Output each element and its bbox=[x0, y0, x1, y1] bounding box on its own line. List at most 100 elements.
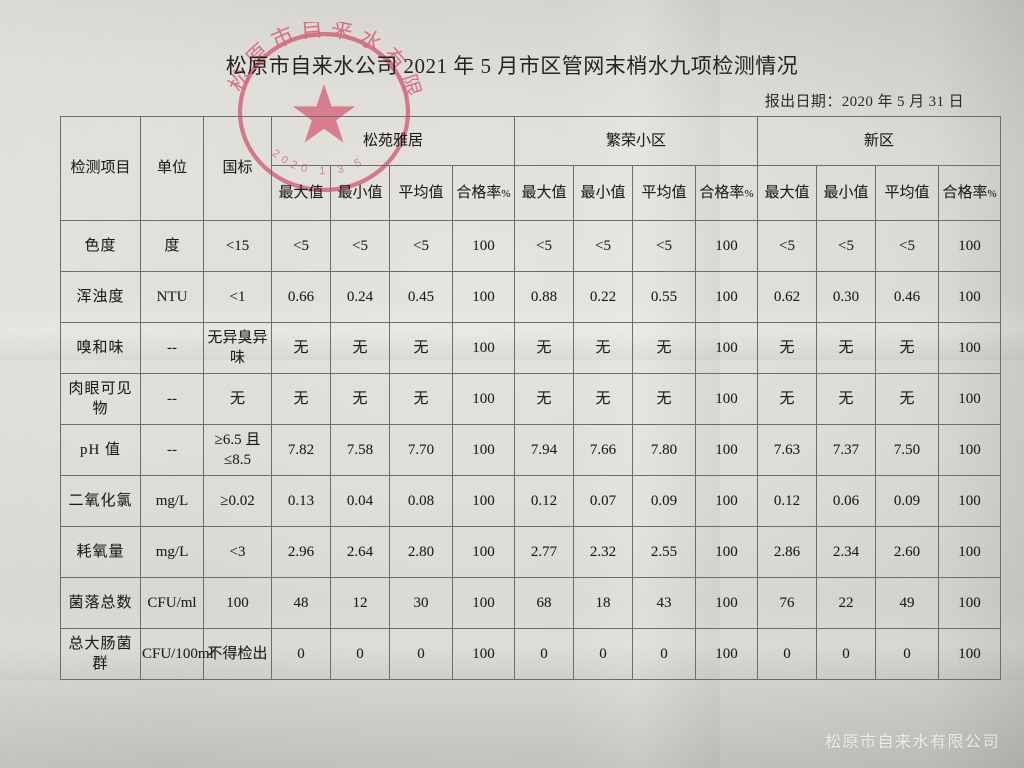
cell-fanrong-pass: 100 bbox=[695, 475, 759, 527]
cell-xinqu-min: <5 bbox=[816, 220, 877, 272]
header-min: 最小值 bbox=[330, 165, 390, 221]
cell-fanrong-avg: 无 bbox=[632, 373, 697, 425]
cell-xinqu-min: 无 bbox=[816, 322, 877, 374]
cell-xinqu-pass: 100 bbox=[938, 628, 1002, 680]
cell-xinqu-max: 0.12 bbox=[757, 475, 818, 527]
cell-songyuan-pass: 100 bbox=[451, 628, 516, 680]
cell-xinqu-pass: 100 bbox=[938, 526, 1002, 578]
cell-songyuan-max: 0 bbox=[271, 628, 331, 680]
cell-fanrong-avg: 无 bbox=[632, 322, 697, 374]
cell-songyuan-max: 48 bbox=[271, 577, 331, 629]
cell-fanrong-pass: 100 bbox=[695, 577, 759, 629]
cell-xinqu-avg: 无 bbox=[875, 373, 940, 425]
header-pass-rate: 合格率% bbox=[451, 165, 516, 221]
cell-fanrong-min: 0 bbox=[573, 628, 634, 680]
table-row: 菌落总数 CFU/ml 100 48 12 30 100 68 18 43 100 76 22 49 100 bbox=[60, 577, 1002, 629]
cell-songyuan-max: 7.82 bbox=[271, 424, 331, 476]
cell-songyuan-max: 无 bbox=[271, 373, 331, 425]
cell-fanrong-max: 无 bbox=[514, 322, 575, 374]
cell-fanrong-avg: 7.80 bbox=[632, 424, 697, 476]
cell-songyuan-min: 2.64 bbox=[330, 526, 390, 578]
cell-songyuan-pass: 100 bbox=[451, 475, 516, 527]
table-row: 耗氧量 mg/L <3 2.96 2.64 2.80 100 2.77 2.32 2.55 100 2… bbox=[60, 526, 1002, 578]
row-unit: NTU bbox=[140, 271, 204, 323]
cell-fanrong-avg: 0.09 bbox=[632, 475, 697, 527]
cell-fanrong-max: <5 bbox=[514, 220, 575, 272]
cell-fanrong-avg: <5 bbox=[632, 220, 697, 272]
cell-xinqu-max: 0 bbox=[757, 628, 818, 680]
table-row: 总大肠菌群 CFU/100ml 不得检出 0 0 0 100 0 0 0 100 0 0 0 100 bbox=[60, 628, 1002, 680]
cell-fanrong-max: 68 bbox=[514, 577, 575, 629]
cell-xinqu-min: 0.30 bbox=[816, 271, 877, 323]
table-row: 嗅和味 -- 无异臭异味无无无 100 无无无 100 无无无 100 bbox=[60, 322, 1002, 374]
row-item-name: 耗氧量 bbox=[60, 526, 141, 578]
cell-xinqu-pass: 100 bbox=[938, 475, 1002, 527]
cell-songyuan-pass: 100 bbox=[451, 526, 516, 578]
cell-songyuan-min: 0 bbox=[330, 628, 390, 680]
cell-fanrong-pass: 100 bbox=[695, 628, 759, 680]
table-row: 肉眼可见物 -- 无无无无 100 无无无 100 无无无 100 bbox=[60, 373, 1002, 425]
row-unit: CFU/100ml bbox=[140, 628, 214, 680]
header-min: 最小值 bbox=[816, 165, 877, 221]
cell-songyuan-avg: 无 bbox=[389, 322, 453, 374]
cell-fanrong-avg: 0.55 bbox=[632, 271, 697, 323]
cell-xinqu-pass: 100 bbox=[938, 271, 1002, 323]
cell-xinqu-max: 2.86 bbox=[757, 526, 818, 578]
cell-xinqu-max: <5 bbox=[757, 220, 818, 272]
cell-xinqu-min: 7.37 bbox=[816, 424, 877, 476]
cell-songyuan-max: 0.66 bbox=[271, 271, 331, 323]
cell-fanrong-max: 0 bbox=[514, 628, 575, 680]
cell-songyuan-avg: <5 bbox=[389, 220, 453, 272]
cell-xinqu-min: 22 bbox=[816, 577, 877, 629]
cell-xinqu-avg: 0.09 bbox=[875, 475, 940, 527]
cell-xinqu-pass: 100 bbox=[938, 577, 1002, 629]
cell-songyuan-avg: 2.80 bbox=[389, 526, 453, 578]
cell-xinqu-pass: 100 bbox=[938, 220, 1002, 272]
page-title: 松原市自来水公司 2021 年 5 月市区管网末梢水九项检测情况 bbox=[225, 54, 799, 78]
cell-xinqu-min: 无 bbox=[816, 373, 877, 425]
water-quality-table: 检测项目 单位 国标 松苑雅居 繁荣小区 新区 最大值 最小值 平均值 合格率%… bbox=[60, 116, 1002, 680]
row-item-name: 嗅和味 bbox=[60, 322, 141, 374]
cell-xinqu-pass: 100 bbox=[938, 373, 1002, 425]
cell-songyuan-max: 0.13 bbox=[271, 475, 331, 527]
cell-fanrong-pass: 100 bbox=[695, 526, 759, 578]
header-pass-rate: 合格率% bbox=[695, 165, 759, 221]
cell-fanrong-max: 2.77 bbox=[514, 526, 575, 578]
header-max: 最大值 bbox=[757, 165, 818, 221]
cell-fanrong-max: 0.12 bbox=[514, 475, 575, 527]
cell-songyuan-min: 7.58 bbox=[330, 424, 390, 476]
cell-songyuan-min: 12 bbox=[330, 577, 390, 629]
cell-songyuan-max: 无 bbox=[271, 322, 331, 374]
row-standard: <15 bbox=[203, 220, 272, 272]
row-standard: <3 bbox=[203, 526, 272, 578]
cell-songyuan-pass: 100 bbox=[451, 424, 516, 476]
header-avg: 平均值 bbox=[389, 165, 453, 221]
cell-xinqu-pass: 100 bbox=[938, 322, 1002, 374]
row-unit: -- bbox=[140, 424, 204, 476]
row-item-name: 总大肠菌群 bbox=[60, 628, 141, 680]
table-row: pH 值 -- ≥6.5 且≤8.5 7.82 7.58 7.70 100 7.94 7.66 7… bbox=[60, 424, 1002, 476]
cell-xinqu-min: 2.34 bbox=[816, 526, 877, 578]
header-unit: 单位 bbox=[140, 116, 204, 221]
cell-fanrong-min: 0.22 bbox=[573, 271, 634, 323]
cell-xinqu-avg: 49 bbox=[875, 577, 940, 629]
table-row: 浑浊度 NTU <1 0.66 0.24 0.45 100 0.88 0.22 0.55 100 0.… bbox=[60, 271, 1002, 323]
cell-fanrong-avg: 0 bbox=[632, 628, 697, 680]
row-standard: 不得检出 bbox=[203, 628, 272, 680]
cell-xinqu-max: 无 bbox=[757, 322, 818, 374]
header-max: 最大值 bbox=[271, 165, 331, 221]
row-unit: CFU/ml bbox=[140, 577, 204, 629]
header-group-xinqu: 新区 bbox=[757, 116, 1002, 166]
row-standard: 100 bbox=[203, 577, 272, 629]
cell-fanrong-max: 0.88 bbox=[514, 271, 575, 323]
header-row-groups: 检测项目 单位 国标 松苑雅居 繁荣小区 新区 bbox=[60, 116, 1002, 221]
cell-songyuan-min: 无 bbox=[330, 373, 390, 425]
cell-xinqu-min: 0 bbox=[816, 628, 877, 680]
cell-songyuan-avg: 0.08 bbox=[389, 475, 453, 527]
cell-xinqu-pass: 100 bbox=[938, 424, 1002, 476]
cell-songyuan-avg: 无 bbox=[389, 373, 453, 425]
cell-songyuan-pass: 100 bbox=[451, 373, 516, 425]
cell-songyuan-pass: 100 bbox=[451, 577, 516, 629]
row-standard: ≥0.02 bbox=[203, 475, 272, 527]
